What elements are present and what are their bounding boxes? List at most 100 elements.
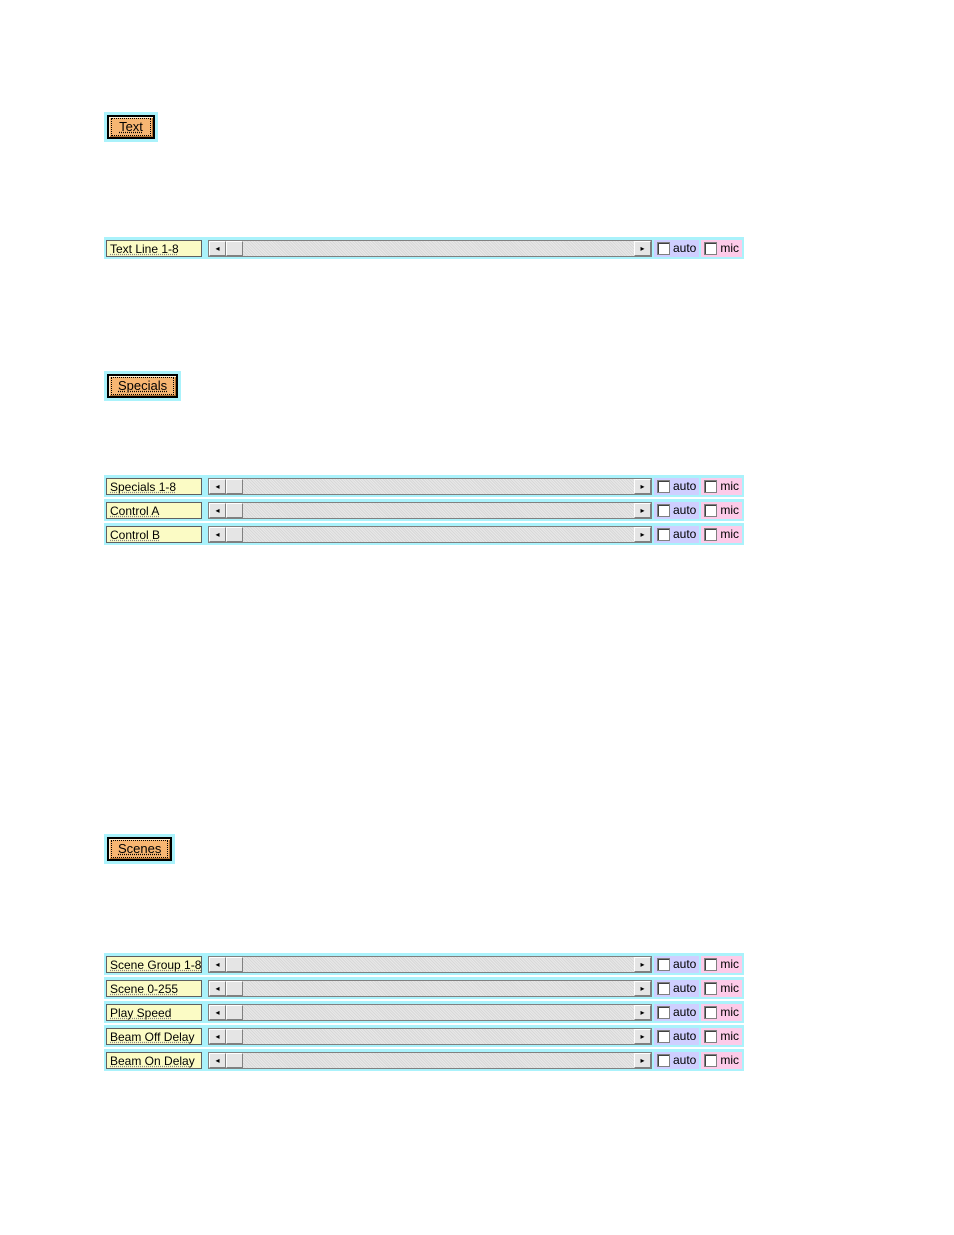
auto-checkbox-wrap[interactable]: auto: [654, 526, 699, 543]
scroll-right-icon[interactable]: ▸: [634, 981, 651, 996]
scroll-thumb[interactable]: [226, 981, 243, 996]
auto-checkbox[interactable]: [657, 480, 670, 493]
scroll-left-icon[interactable]: ◂: [209, 1005, 226, 1020]
param-label[interactable]: Beam Off Delay: [106, 1028, 202, 1045]
scroll-track[interactable]: [243, 241, 634, 256]
mic-checkbox[interactable]: [704, 1030, 717, 1043]
scroll-right-icon[interactable]: ▸: [634, 479, 651, 494]
scroll-thumb[interactable]: [226, 1005, 243, 1020]
auto-checkbox-wrap[interactable]: auto: [654, 478, 699, 495]
auto-checkbox[interactable]: [657, 242, 670, 255]
scroll-track[interactable]: [243, 1029, 634, 1044]
auto-checkbox-wrap[interactable]: auto: [654, 980, 699, 997]
scroll-left-icon[interactable]: ◂: [209, 957, 226, 972]
scenes-tab-button[interactable]: Scenes: [107, 837, 172, 861]
param-label[interactable]: Control A: [106, 502, 202, 519]
mic-checkbox[interactable]: [704, 1006, 717, 1019]
auto-checkbox[interactable]: [657, 1054, 670, 1067]
mic-checkbox-wrap[interactable]: mic: [701, 1028, 742, 1045]
auto-checkbox[interactable]: [657, 528, 670, 541]
scroll-left-icon[interactable]: ◂: [209, 479, 226, 494]
auto-checkbox-wrap[interactable]: auto: [654, 502, 699, 519]
param-label[interactable]: Scene 0-255: [106, 980, 202, 997]
text-tab-button[interactable]: Text: [107, 115, 155, 139]
auto-checkbox-wrap[interactable]: auto: [654, 1052, 699, 1069]
param-label[interactable]: Scene Group 1-8: [106, 956, 202, 973]
scroll-thumb[interactable]: [226, 503, 243, 518]
scroll-left-icon[interactable]: ◂: [209, 1053, 226, 1068]
mic-checkbox[interactable]: [704, 1054, 717, 1067]
param-label[interactable]: Text Line 1-8: [106, 240, 202, 257]
mic-checkbox-wrap[interactable]: mic: [701, 478, 742, 495]
scroll-thumb[interactable]: [226, 1053, 243, 1068]
mic-checkbox-wrap[interactable]: mic: [701, 980, 742, 997]
auto-checkbox[interactable]: [657, 1030, 670, 1043]
scroll-right-icon[interactable]: ▸: [634, 957, 651, 972]
scroll-left-icon[interactable]: ◂: [209, 1029, 226, 1044]
auto-checkbox[interactable]: [657, 982, 670, 995]
auto-checkbox-wrap[interactable]: auto: [654, 1004, 699, 1021]
scroll-track[interactable]: [243, 503, 634, 518]
mic-checkbox[interactable]: [704, 982, 717, 995]
param-row: Beam Off Delay◂▸automic: [104, 1025, 744, 1047]
auto-checkbox-wrap[interactable]: auto: [654, 240, 699, 257]
mic-checkbox[interactable]: [704, 504, 717, 517]
scroll-left-icon[interactable]: ◂: [209, 503, 226, 518]
param-row: Beam On Delay◂▸automic: [104, 1049, 744, 1071]
auto-checkbox-wrap[interactable]: auto: [654, 956, 699, 973]
scroll-right-icon[interactable]: ▸: [634, 1029, 651, 1044]
param-slider[interactable]: ◂▸: [208, 526, 652, 543]
param-slider[interactable]: ◂▸: [208, 1052, 652, 1069]
scroll-track[interactable]: [243, 1005, 634, 1020]
scroll-left-icon[interactable]: ◂: [209, 527, 226, 542]
param-slider[interactable]: ◂▸: [208, 502, 652, 519]
scroll-track[interactable]: [243, 527, 634, 542]
param-label[interactable]: Play Speed: [106, 1004, 202, 1021]
param-slider[interactable]: ◂▸: [208, 980, 652, 997]
scroll-right-icon[interactable]: ▸: [634, 503, 651, 518]
scroll-left-icon[interactable]: ◂: [209, 981, 226, 996]
scroll-thumb[interactable]: [226, 241, 243, 256]
scroll-thumb[interactable]: [226, 957, 243, 972]
scroll-track[interactable]: [243, 479, 634, 494]
specials-tab-button[interactable]: Specials: [107, 374, 178, 398]
param-slider[interactable]: ◂▸: [208, 478, 652, 495]
auto-checkbox[interactable]: [657, 504, 670, 517]
mic-checkbox-wrap[interactable]: mic: [701, 240, 742, 257]
scroll-right-icon[interactable]: ▸: [634, 1053, 651, 1068]
mic-checkbox-wrap[interactable]: mic: [701, 526, 742, 543]
mic-checkbox[interactable]: [704, 958, 717, 971]
auto-label: auto: [673, 958, 696, 971]
text-tab-wrap: Text: [104, 112, 158, 142]
mic-checkbox[interactable]: [704, 528, 717, 541]
scroll-thumb[interactable]: [226, 479, 243, 494]
mic-checkbox-wrap[interactable]: mic: [701, 956, 742, 973]
scroll-right-icon[interactable]: ▸: [634, 527, 651, 542]
auto-checkbox[interactable]: [657, 958, 670, 971]
scroll-thumb[interactable]: [226, 527, 243, 542]
param-row: Control A◂▸automic: [104, 499, 744, 521]
mic-checkbox[interactable]: [704, 242, 717, 255]
param-slider[interactable]: ◂▸: [208, 956, 652, 973]
param-label[interactable]: Specials 1-8: [106, 478, 202, 495]
param-row: Play Speed◂▸automic: [104, 1001, 744, 1023]
param-label[interactable]: Control B: [106, 526, 202, 543]
mic-checkbox-wrap[interactable]: mic: [701, 502, 742, 519]
scroll-track[interactable]: [243, 1053, 634, 1068]
param-slider[interactable]: ◂▸: [208, 240, 652, 257]
scroll-right-icon[interactable]: ▸: [634, 241, 651, 256]
scroll-track[interactable]: [243, 957, 634, 972]
auto-checkbox-wrap[interactable]: auto: [654, 1028, 699, 1045]
scroll-thumb[interactable]: [226, 1029, 243, 1044]
mic-checkbox[interactable]: [704, 480, 717, 493]
param-slider[interactable]: ◂▸: [208, 1004, 652, 1021]
mic-checkbox-wrap[interactable]: mic: [701, 1004, 742, 1021]
scroll-right-icon[interactable]: ▸: [634, 1005, 651, 1020]
scroll-track[interactable]: [243, 981, 634, 996]
auto-checkbox[interactable]: [657, 1006, 670, 1019]
mic-checkbox-wrap[interactable]: mic: [701, 1052, 742, 1069]
scroll-left-icon[interactable]: ◂: [209, 241, 226, 256]
param-slider[interactable]: ◂▸: [208, 1028, 652, 1045]
param-label[interactable]: Beam On Delay: [106, 1052, 202, 1069]
auto-label: auto: [673, 1054, 696, 1067]
